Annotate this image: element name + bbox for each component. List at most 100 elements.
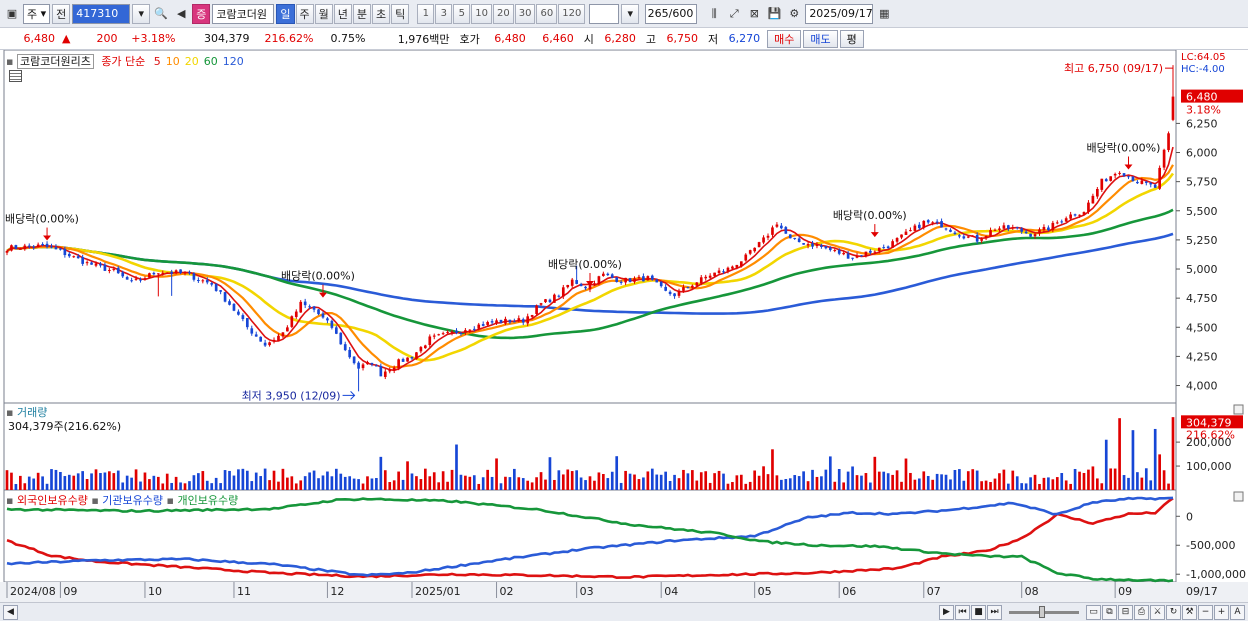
candle-body (513, 321, 516, 323)
price-ytick-label: 6,000 (1186, 147, 1218, 160)
candle-body (45, 243, 49, 247)
candle-body (731, 266, 734, 269)
interval-1[interactable]: 1 (417, 3, 435, 24)
candle-body (953, 232, 957, 235)
first-icon[interactable]: ⏮ (955, 604, 970, 620)
volume-bar (628, 473, 632, 490)
stop-icon[interactable]: ■ (971, 604, 986, 620)
zoom-icon[interactable]: ⊠ (749, 7, 759, 20)
tab-분[interactable]: 분 (352, 3, 372, 24)
holdings-ytick-label: -500,000 (1186, 539, 1235, 552)
chart-area[interactable]: 4,000 4,250 4,500 4,750 5,000 5,250 5,500 5,750… (0, 50, 1248, 602)
volume-bar (245, 470, 249, 490)
chart-menu-icon[interactable]: ▣ (6, 7, 18, 20)
speaker-icon[interactable]: ◀ (177, 7, 186, 20)
period-unit-select[interactable]: 주 ▾ (23, 3, 51, 24)
zoom-slider-thumb[interactable] (1039, 605, 1045, 618)
volume-bar (931, 479, 935, 490)
date-input[interactable]: 2025/09/17 (805, 3, 874, 24)
candle-body (245, 318, 249, 328)
volume-bar (134, 469, 138, 490)
pattern-icon[interactable]: ⚔ (1150, 604, 1165, 620)
volume-bar (197, 473, 200, 490)
refresh-icon[interactable]: ↻ (1166, 604, 1181, 620)
interval-120[interactable]: 120 (558, 3, 586, 24)
copy-icon[interactable]: ⧉ (1102, 604, 1117, 620)
interval-10[interactable]: 10 (471, 3, 493, 24)
tab-주[interactable]: 주 (295, 3, 314, 24)
font-size-icon[interactable]: A (1230, 604, 1245, 620)
candle-body (357, 362, 360, 369)
candle-body (860, 255, 863, 257)
tab-월[interactable]: 월 (314, 3, 333, 24)
candle-body (521, 319, 525, 323)
save-icon[interactable]: 💾 (767, 7, 782, 20)
candle-body (23, 245, 27, 250)
volume-bar (699, 472, 703, 490)
candle-body (980, 239, 983, 241)
candle-body (815, 244, 819, 247)
candle-body (628, 278, 632, 283)
stock-code-input[interactable]: 417310 (72, 3, 131, 24)
volume-bar (85, 479, 89, 490)
split-icon[interactable]: ⊟ (1118, 604, 1133, 620)
volume-bar (1144, 468, 1148, 490)
table-icon[interactable] (9, 70, 22, 82)
candle-body (699, 277, 703, 284)
window-icon[interactable]: ▭ (1086, 604, 1101, 620)
candle-body (606, 273, 610, 276)
sell-button[interactable]: 매도 (803, 29, 838, 48)
volume-bar (5, 470, 9, 490)
gear-icon[interactable]: ⚙ (789, 7, 800, 20)
volume-bar (446, 481, 449, 490)
buy-button[interactable]: 매수 (767, 29, 802, 48)
interval-5[interactable]: 5 (453, 3, 471, 24)
chart-svg[interactable]: 4,000 4,250 4,500 4,750 5,000 5,250 5,500 5,750… (0, 50, 1248, 602)
plus-icon[interactable]: + (1214, 604, 1229, 620)
volume-bar (504, 476, 507, 490)
volume-bar (486, 469, 489, 490)
interval-30[interactable]: 30 (514, 3, 536, 24)
zoom-slider[interactable] (1009, 605, 1079, 618)
scroll-right-icon[interactable]: ▶ (939, 604, 954, 620)
candle-body (526, 316, 530, 324)
interval-60[interactable]: 60 (536, 3, 558, 24)
calendar-icon[interactable]: ▦ (879, 7, 890, 20)
volume-bar (294, 483, 298, 490)
tab-년[interactable]: 년 (333, 3, 352, 24)
tab-초[interactable]: 초 (372, 3, 391, 24)
draw-tool-icon[interactable]: ⤢ (729, 6, 739, 20)
candle-body (584, 286, 587, 289)
tab-일[interactable]: 일 (276, 3, 295, 24)
trend-button[interactable]: 평 (839, 29, 864, 48)
minus-icon[interactable]: − (1198, 604, 1213, 620)
interval-20[interactable]: 20 (493, 3, 514, 24)
tab-틱[interactable]: 틱 (391, 3, 410, 24)
tool-icon[interactable]: ⚒ (1182, 604, 1197, 620)
candle-type-icon[interactable]: ⫼ (711, 6, 717, 20)
scroll-left-icon[interactable]: ◀ (3, 604, 18, 620)
print-icon[interactable]: ⎙ (1134, 604, 1149, 620)
candle-body (352, 356, 356, 364)
interval-input[interactable] (589, 3, 620, 24)
volume-bar (148, 479, 151, 490)
volume-bar (366, 476, 369, 490)
candle-body (539, 303, 543, 305)
prev-button[interactable]: 전 (52, 3, 71, 24)
candle-body (277, 335, 280, 341)
last-icon[interactable]: ⏭ (987, 604, 1002, 620)
interval-dropdown-button[interactable]: ▾ (621, 3, 640, 24)
volume-bar (499, 483, 503, 490)
price-ytick-label: 4,000 (1186, 380, 1218, 393)
volume-bar (980, 481, 983, 490)
ex-dividend-label: 배당락(0.00%) (5, 213, 79, 226)
volume-bar (806, 481, 810, 490)
candle-body (5, 250, 9, 253)
count-input[interactable]: 265/600 (645, 3, 698, 24)
search-icon[interactable]: 🔍 (154, 7, 169, 20)
interval-3[interactable]: 3 (435, 3, 453, 24)
candle-body (904, 231, 908, 235)
code-dropdown-button[interactable]: ▾ (132, 3, 151, 24)
volume-bar (659, 474, 663, 490)
candle-body (744, 254, 748, 261)
